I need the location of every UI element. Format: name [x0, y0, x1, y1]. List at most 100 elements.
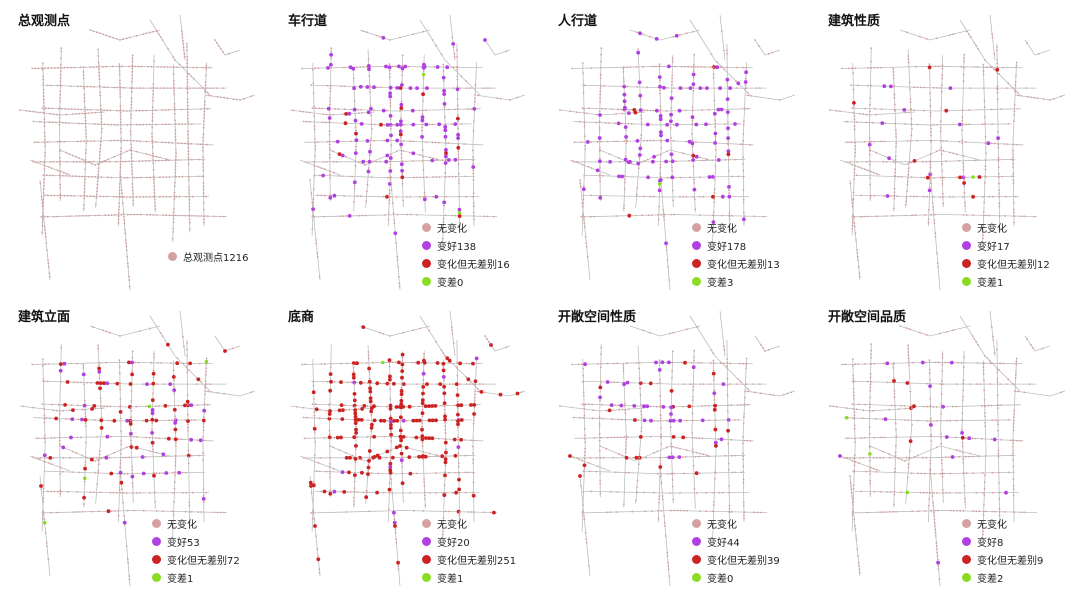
observation-point — [421, 385, 426, 389]
observation-point — [984, 510, 987, 513]
observation-point — [174, 162, 177, 164]
observation-point — [43, 168, 46, 171]
observation-point — [702, 383, 705, 385]
observation-point — [1020, 95, 1023, 97]
observation-point — [123, 139, 125, 142]
observation-point — [59, 93, 62, 96]
observation-point — [472, 462, 475, 464]
observation-point — [635, 499, 637, 502]
observation-point — [973, 66, 976, 68]
observation-point — [962, 379, 965, 382]
observation-point — [583, 518, 586, 521]
observation-point — [996, 377, 999, 380]
observation-point — [583, 222, 586, 225]
observation-point — [908, 450, 911, 452]
observation-point — [939, 176, 942, 179]
road-line — [359, 325, 431, 337]
observation-point — [712, 407, 717, 412]
observation-point — [679, 509, 682, 512]
observation-point — [129, 130, 132, 133]
observation-point — [119, 121, 122, 124]
observation-point — [893, 490, 896, 493]
observation-point — [145, 32, 148, 35]
observation-point — [912, 195, 915, 198]
road-line — [940, 351, 944, 504]
observation-point — [730, 438, 732, 441]
observation-point — [722, 362, 725, 365]
observation-point — [904, 111, 907, 114]
observation-point — [63, 66, 66, 69]
observation-point — [173, 103, 176, 105]
observation-point — [473, 416, 475, 419]
observation-point — [328, 130, 331, 133]
observation-point — [172, 231, 175, 233]
observation-point — [705, 158, 708, 161]
observation-point — [35, 111, 38, 113]
observation-point — [152, 369, 155, 372]
observation-point — [35, 161, 38, 164]
observation-point — [334, 108, 336, 110]
observation-point — [428, 123, 431, 126]
observation-point — [582, 391, 585, 394]
observation-point — [576, 161, 579, 163]
observation-point — [470, 108, 472, 110]
observation-point — [841, 67, 844, 70]
observation-point — [43, 102, 45, 104]
observation-point — [435, 361, 440, 365]
observation-point — [312, 511, 315, 514]
observation-point — [659, 394, 662, 397]
observation-point — [188, 192, 191, 195]
observation-point — [223, 96, 226, 99]
observation-point — [188, 73, 190, 75]
observation-point — [348, 175, 350, 178]
observation-point — [948, 456, 951, 458]
observation-point — [174, 119, 176, 122]
observation-point — [441, 368, 446, 373]
observation-point — [370, 176, 373, 179]
observation-point — [1015, 61, 1018, 64]
observation-point — [595, 121, 597, 124]
observation-point — [205, 87, 208, 89]
observation-point — [642, 65, 644, 68]
observation-point — [1026, 338, 1028, 340]
observation-point — [913, 456, 916, 458]
observation-point — [188, 195, 191, 198]
observation-point — [430, 404, 435, 408]
observation-point — [113, 382, 115, 385]
observation-point — [102, 456, 104, 459]
observation-point — [322, 489, 327, 494]
observation-point — [1004, 215, 1006, 217]
observation-point — [772, 394, 775, 396]
observation-point — [72, 160, 75, 163]
observation-point — [337, 408, 342, 413]
observation-point — [187, 176, 190, 179]
observation-point — [416, 213, 418, 216]
observation-point — [435, 176, 438, 178]
observation-point — [728, 192, 730, 195]
observation-point — [894, 155, 897, 158]
observation-point — [43, 184, 45, 187]
observation-point — [457, 173, 460, 175]
observation-point — [865, 121, 867, 124]
observation-point — [353, 480, 356, 483]
observation-point — [930, 134, 932, 137]
observation-point — [323, 215, 325, 218]
observation-point — [118, 189, 121, 192]
observation-point — [451, 36, 454, 39]
observation-point — [895, 145, 897, 148]
observation-point — [769, 393, 772, 396]
observation-point — [853, 128, 856, 131]
observation-point — [362, 66, 365, 68]
observation-point — [653, 139, 655, 142]
observation-point — [315, 239, 317, 241]
observation-point — [202, 123, 205, 126]
observation-point — [99, 94, 102, 97]
observation-point — [727, 158, 730, 161]
observation-point — [904, 214, 907, 217]
legend-item: 变好53 — [152, 532, 240, 550]
observation-point — [119, 385, 121, 387]
observation-point — [98, 157, 101, 160]
observation-point — [684, 65, 686, 68]
observation-point — [122, 492, 125, 494]
observation-point — [876, 215, 878, 218]
